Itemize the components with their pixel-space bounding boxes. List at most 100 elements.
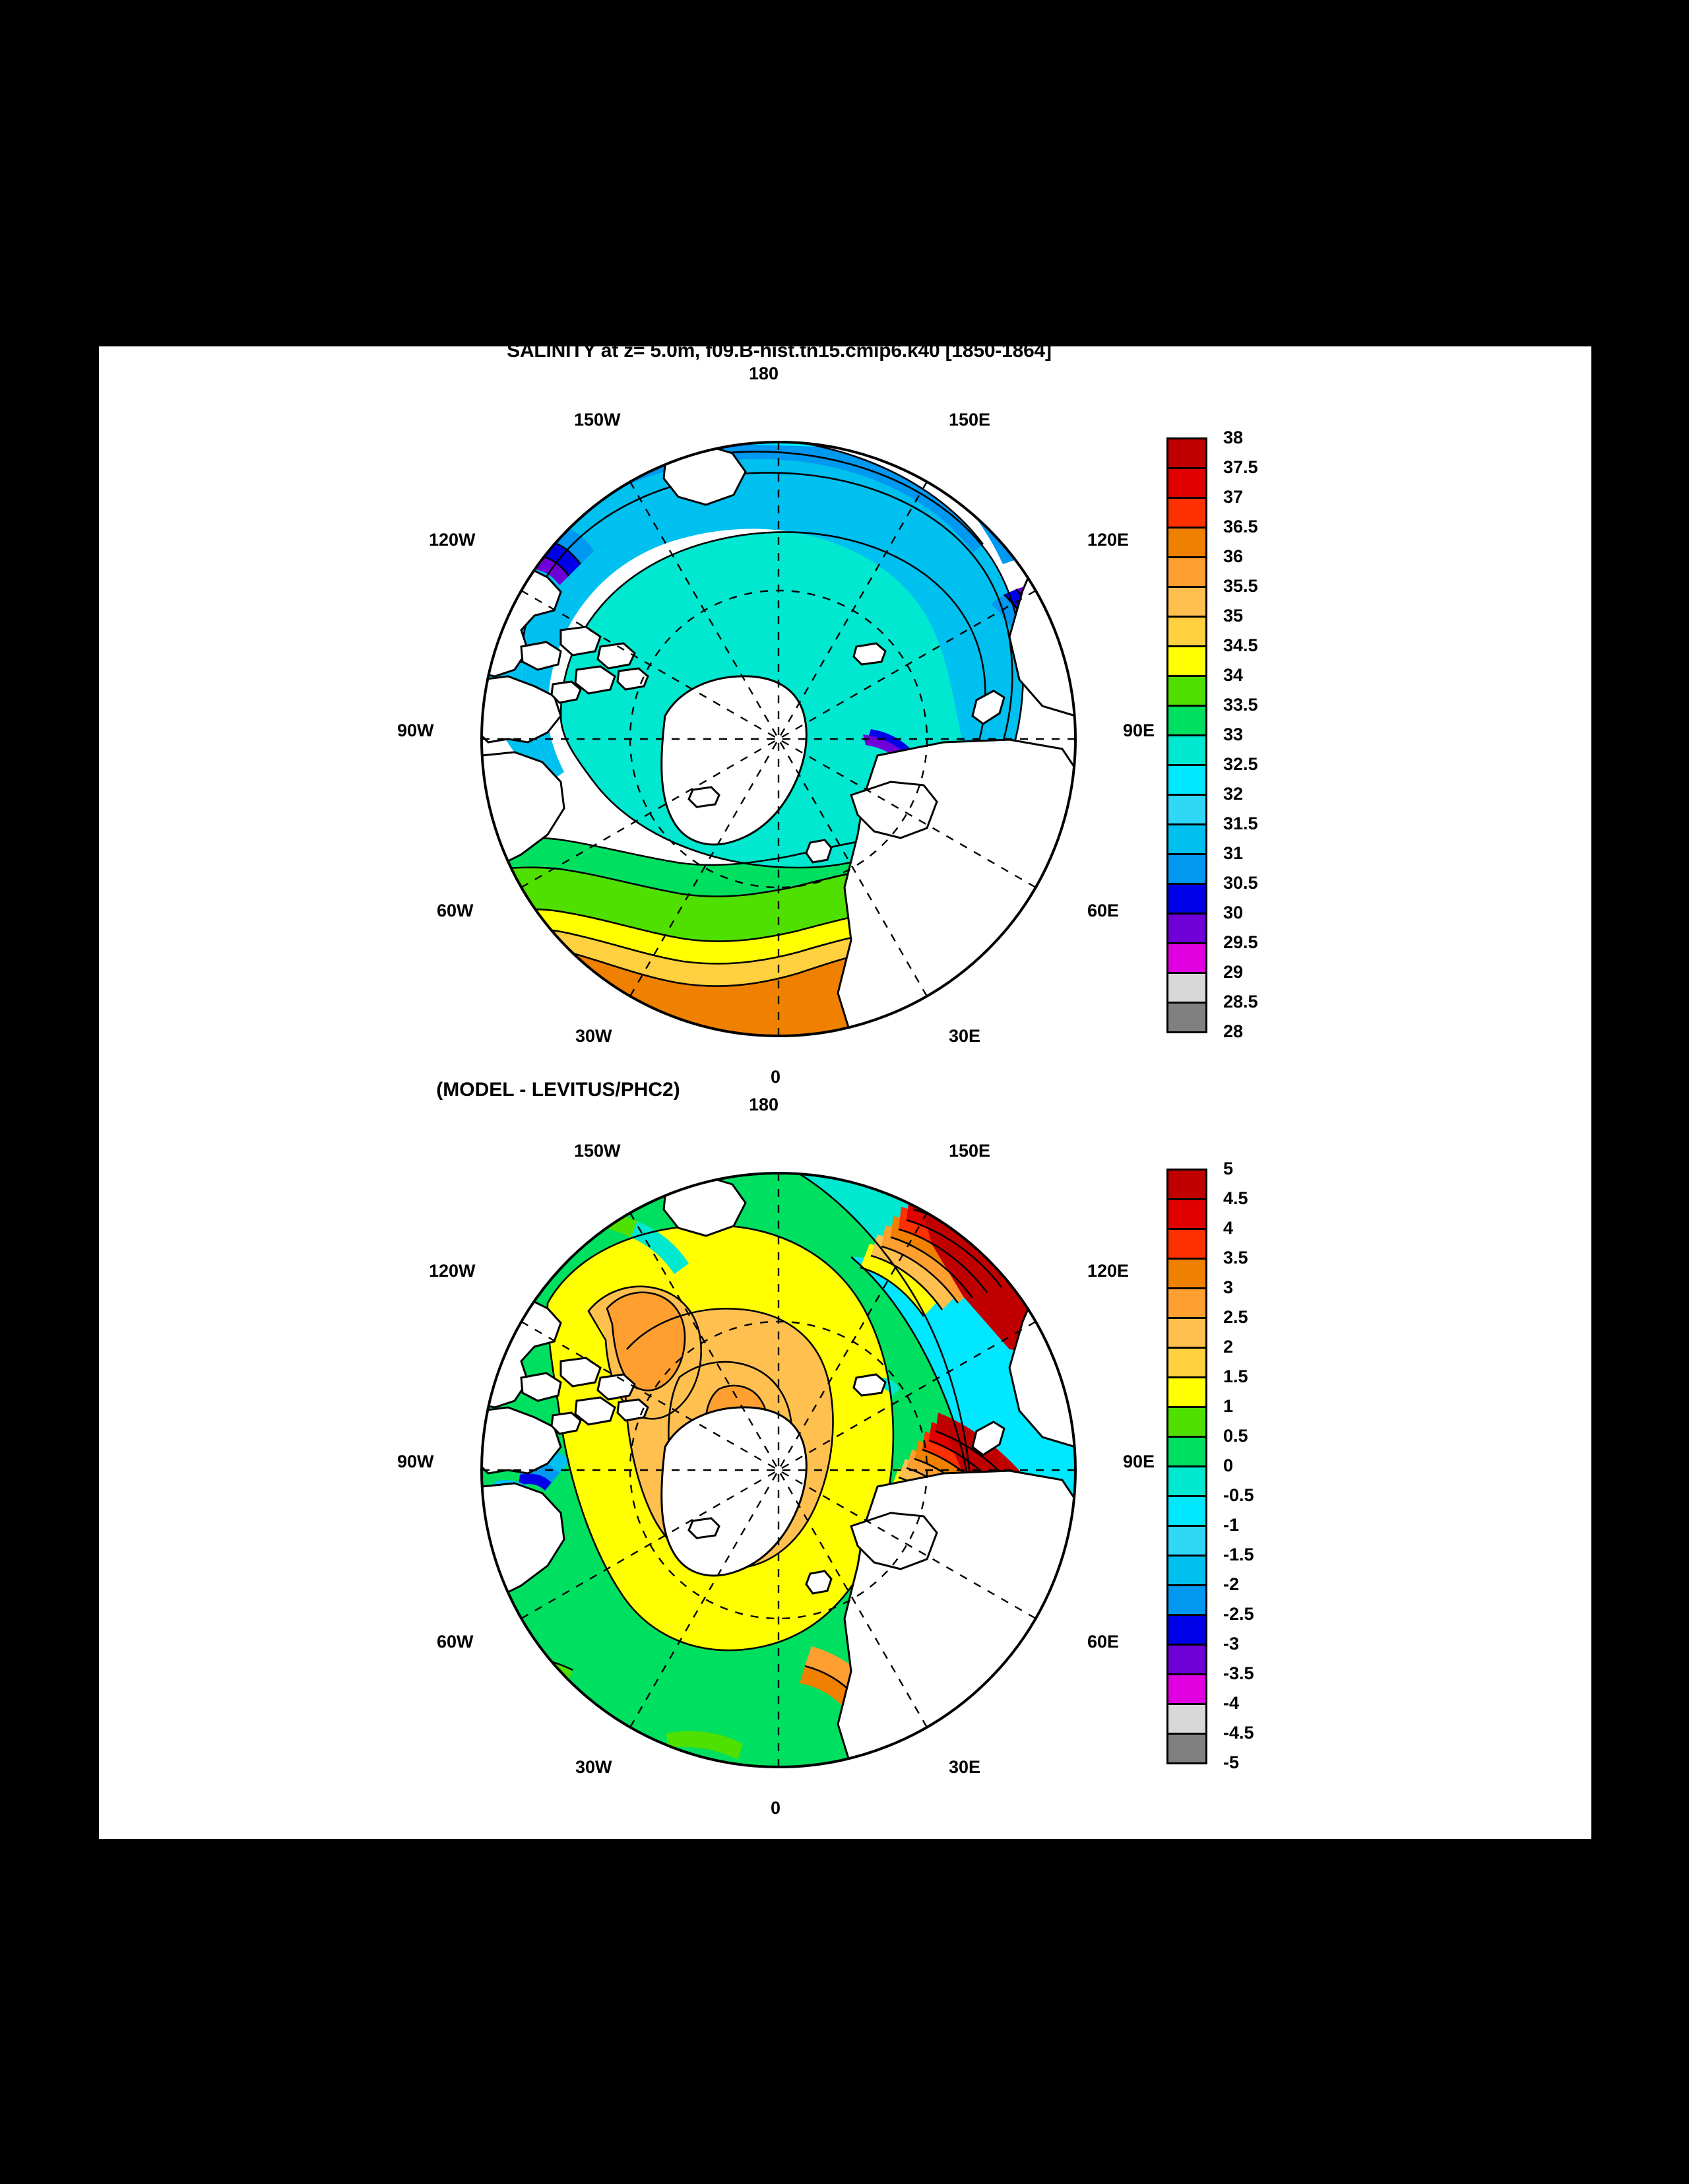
panel1-graticule [482, 442, 1075, 1036]
colorbar1-cell-11 [1166, 764, 1207, 796]
colorbar1-label-17: 29.5 [1223, 932, 1258, 952]
colorbar2-label-0: 5 [1223, 1159, 1234, 1178]
colorbar2-label-9: 0.5 [1223, 1426, 1248, 1446]
colorbar1-cell-18 [1166, 972, 1207, 1004]
colorbar2-cell-14 [1166, 1584, 1207, 1616]
lon-label-120E-p2: 120E [1087, 1261, 1130, 1281]
panel1-map-boundary [480, 441, 1077, 1037]
colorbar1-label-3: 36.5 [1223, 517, 1258, 536]
colorbar1-cell-15 [1166, 883, 1207, 915]
colorbar1-label-6: 35 [1223, 606, 1244, 626]
colorbar2-cell-9 [1166, 1436, 1207, 1467]
lon-label-150W-p2: 150W [574, 1141, 621, 1161]
colorbar2-label-7: 1.5 [1223, 1366, 1248, 1386]
lon-label-120W-p1: 120W [429, 530, 476, 550]
panel2-map [480, 1172, 1077, 1768]
colorbar2-cell-5 [1166, 1317, 1207, 1349]
colorbar1-label-12: 32 [1223, 784, 1244, 804]
panel2-colorbar: 5 4.5 4 3.5 3 2.5 2 1.5 1 0.5 0 -0.5 -1 -1.5 -2 -2.5 -3 -… [1166, 1159, 1404, 1789]
lon-label-30E-p1: 30E [949, 1026, 981, 1046]
colorbar1-cell-13 [1166, 823, 1207, 855]
colorbar1-cell-4 [1166, 556, 1207, 588]
colorbar1-cell-14 [1166, 853, 1207, 885]
lon-label-0-p2: 0 [771, 1798, 781, 1818]
colorbar2-label-15: -2.5 [1223, 1604, 1254, 1624]
lon-label-150E-p2: 150E [949, 1141, 991, 1161]
colorbar1-cell-3 [1166, 527, 1207, 558]
colorbar1-label-4: 36 [1223, 546, 1244, 566]
lon-label-150W-p1: 150W [574, 410, 621, 430]
colorbar2-cell-19 [1166, 1733, 1207, 1764]
colorbar2-label-12: -1 [1223, 1515, 1240, 1535]
lon-label-60E-p2: 60E [1087, 1632, 1120, 1652]
lon-label-60W-p2: 60W [437, 1632, 474, 1652]
colorbar1-label-16: 30 [1223, 903, 1244, 922]
colorbar2-cell-11 [1166, 1495, 1207, 1527]
lon-label-60E-p1: 60E [1087, 901, 1120, 920]
colorbar2-cell-17 [1166, 1673, 1207, 1705]
colorbar2-label-5: 2.5 [1223, 1307, 1248, 1327]
lon-label-30W-p2: 30W [575, 1757, 612, 1777]
lon-label-90W-p2: 90W [397, 1452, 434, 1471]
colorbar1-cell-5 [1166, 586, 1207, 618]
lon-label-30W-p1: 30W [575, 1026, 612, 1046]
colorbar1-label-0: 38 [1223, 428, 1244, 447]
colorbar1-cell-9 [1166, 705, 1207, 736]
lon-label-120W-p2: 120W [429, 1261, 476, 1281]
colorbar1-label-10: 33 [1223, 724, 1244, 744]
colorbar2-cell-13 [1166, 1555, 1207, 1586]
colorbar2-label-8: 1 [1223, 1396, 1234, 1416]
colorbar2-label-20: -5 [1223, 1752, 1240, 1772]
lon-label-90E-p2: 90E [1123, 1452, 1155, 1471]
colorbar1-label-7: 34.5 [1223, 635, 1258, 655]
colorbar2-cell-16 [1166, 1644, 1207, 1675]
colorbar1-label-2: 37 [1223, 487, 1244, 507]
lon-label-150E-p1: 150E [949, 410, 991, 430]
colorbar2-label-18: -4 [1223, 1693, 1240, 1713]
colorbar2-label-4: 3 [1223, 1277, 1234, 1297]
colorbar2-label-1: 4.5 [1223, 1188, 1248, 1208]
panel2-title: (MODEL - LEVITUS/PHC2) [436, 1079, 680, 1101]
colorbar2-label-2: 4 [1223, 1218, 1234, 1238]
colorbar2-cell-7 [1166, 1376, 1207, 1408]
colorbar1-cell-17 [1166, 942, 1207, 974]
lon-label-120E-p1: 120E [1087, 530, 1130, 550]
colorbar2-cell-1 [1166, 1198, 1207, 1230]
colorbar1-label-20: 28 [1223, 1021, 1244, 1041]
colorbar1-cell-10 [1166, 734, 1207, 766]
colorbar1-cell-8 [1166, 675, 1207, 707]
lon-label-30E-p2: 30E [949, 1757, 981, 1777]
colorbar2-label-6: 2 [1223, 1337, 1234, 1357]
panel-salinity: SALINITY at z= 5.0m, f09.B-hist.tn15.cmi… [99, 340, 1591, 1092]
colorbar2-label-11: -0.5 [1223, 1485, 1254, 1505]
colorbar2-cell-8 [1166, 1406, 1207, 1438]
colorbar2-cell-10 [1166, 1465, 1207, 1497]
lon-label-180-p2: 180 [749, 1095, 779, 1114]
colorbar1-cell-12 [1166, 794, 1207, 825]
colorbar1-label-13: 31.5 [1223, 814, 1258, 833]
colorbar2-label-14: -2 [1223, 1574, 1240, 1594]
panel2-map-boundary [480, 1172, 1077, 1768]
colorbar1-label-14: 31 [1223, 843, 1244, 863]
colorbar2-cell-15 [1166, 1614, 1207, 1646]
colorbar2-cell-4 [1166, 1287, 1207, 1319]
lon-label-180-p1: 180 [749, 364, 779, 383]
colorbar1-label-8: 34 [1223, 665, 1244, 685]
panel2-graticule [482, 1173, 1075, 1767]
colorbar1-label-19: 28.5 [1223, 992, 1258, 1012]
colorbar1-cell-6 [1166, 616, 1207, 647]
panel-difference: (MODEL - LEVITUS/PHC2) [99, 1079, 1591, 1838]
colorbar2-cell-0 [1166, 1169, 1207, 1200]
panel1-field [482, 442, 1075, 1036]
colorbar2-label-17: -3.5 [1223, 1663, 1254, 1683]
colorbar1-cell-2 [1166, 497, 1207, 529]
lon-label-90W-p1: 90W [397, 721, 434, 740]
colorbar1-cell-16 [1166, 913, 1207, 944]
colorbar2-label-10: 0 [1223, 1456, 1234, 1475]
colorbar2-label-16: -3 [1223, 1634, 1240, 1654]
lon-label-90E-p1: 90E [1123, 721, 1155, 740]
colorbar1-cell-7 [1166, 645, 1207, 677]
lon-label-0-p1: 0 [771, 1067, 781, 1087]
colorbar1-label-9: 33.5 [1223, 695, 1258, 715]
